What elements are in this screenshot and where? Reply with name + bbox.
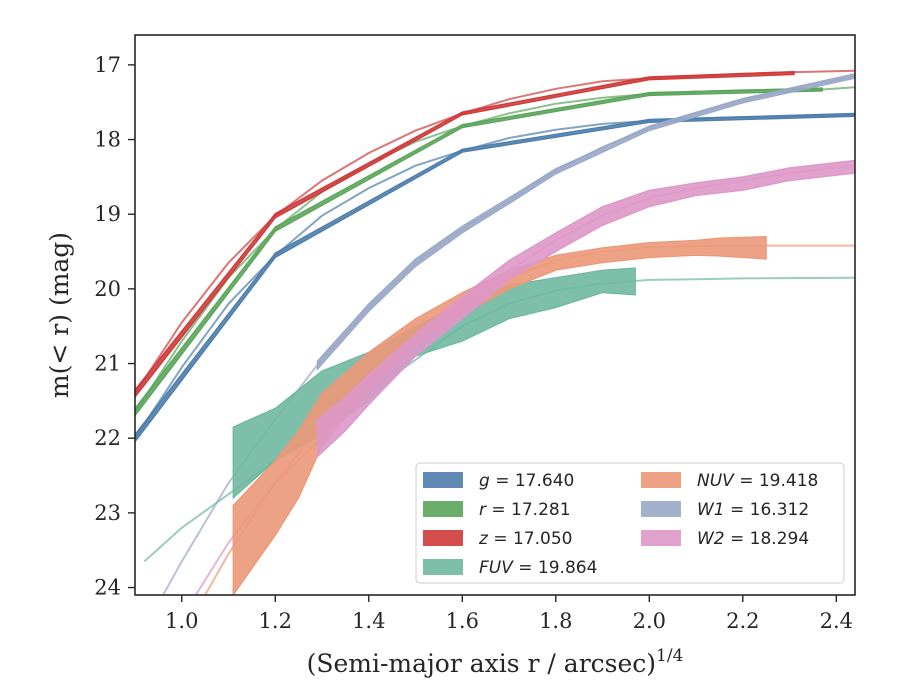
- legend-label-value-4: = 19.418: [734, 471, 819, 491]
- series-1-band: [135, 87, 823, 417]
- x-axis-label-text: (Semi-major axis r / arcsec): [307, 649, 656, 678]
- x-tick-label-6: 2.2: [726, 609, 759, 633]
- y-tick-label-5: 22: [94, 426, 121, 450]
- y-tick-label-4: 21: [94, 352, 121, 376]
- x-tick-label-0: 1.0: [165, 609, 198, 633]
- legend-label-1: r = 17.281: [479, 500, 571, 520]
- legend-label-var-2: z: [478, 529, 489, 549]
- x-axis-label-exponent: 1/4: [656, 646, 683, 666]
- legend-label-value-2: = 17.050: [488, 529, 573, 549]
- series-6-band: [316, 159, 855, 459]
- x-axis-label: (Semi-major axis r / arcsec)1/4: [307, 646, 684, 678]
- legend-label-var-3: FUV: [479, 558, 514, 578]
- legend-label-value-1: = 17.281: [486, 500, 571, 520]
- legend-label-var-6: W2: [697, 529, 725, 549]
- legend-label-var-5: W1: [697, 500, 725, 520]
- legend-swatch-6: [641, 530, 681, 546]
- legend-label-var-4: NUV: [697, 471, 735, 491]
- legend-swatch-3: [423, 559, 463, 575]
- y-axis: 17 18 19 20 21 22 23 24: [94, 53, 135, 600]
- y-tick-label-1: 18: [94, 128, 121, 152]
- x-tick-label-5: 2.0: [633, 609, 666, 633]
- x-tick-label-2: 1.4: [352, 609, 385, 633]
- legend-label-value-5: = 16.312: [725, 500, 810, 520]
- x-tick-label-3: 1.6: [446, 609, 479, 633]
- y-tick-label-2: 19: [94, 202, 121, 226]
- legend-label-value-6: = 18.294: [725, 529, 810, 549]
- legend-label-value-3: = 19.864: [513, 558, 598, 578]
- y-tick-label-6: 23: [94, 501, 121, 525]
- legend-label-var-0: g: [479, 471, 490, 491]
- legend-label-2: z = 17.050: [478, 529, 572, 549]
- legend-label-0: g = 17.640: [479, 471, 574, 491]
- x-axis: 1.0 1.2 1.4 1.6 1.8 2.0 2.2 2.4: [165, 595, 853, 633]
- y-tick-label-0: 17: [94, 53, 121, 77]
- legend-label-4: NUV = 19.418: [697, 471, 818, 491]
- legend-swatch-2: [423, 530, 463, 546]
- series-0-band: [135, 112, 855, 443]
- x-tick-label-1: 1.2: [259, 609, 292, 633]
- series-layer: [135, 69, 855, 595]
- series-5-band: [316, 73, 855, 372]
- legend-label-value-0: = 17.640: [490, 471, 575, 491]
- legend-frame: [415, 462, 845, 584]
- plot-frame: [134, 34, 856, 596]
- x-tick-label-4: 1.8: [539, 609, 572, 633]
- legend-swatch-1: [423, 501, 463, 517]
- legend-label-3: FUV = 19.864: [479, 558, 597, 578]
- series-2-band: [135, 70, 795, 399]
- legend-label-6: W2 = 18.294: [697, 529, 809, 549]
- x-tick-label-7: 2.4: [820, 609, 853, 633]
- y-axis-label: m(< r) (mag): [45, 232, 74, 398]
- legend-swatch-5: [641, 501, 681, 517]
- legend-label-5: W1 = 16.312: [697, 500, 809, 520]
- legend-swatch-4: [641, 472, 681, 488]
- legend-swatch-0: [423, 472, 463, 488]
- y-tick-label-3: 20: [94, 277, 121, 301]
- y-tick-label-7: 24: [94, 576, 121, 600]
- legend-label-var-1: r: [479, 500, 487, 520]
